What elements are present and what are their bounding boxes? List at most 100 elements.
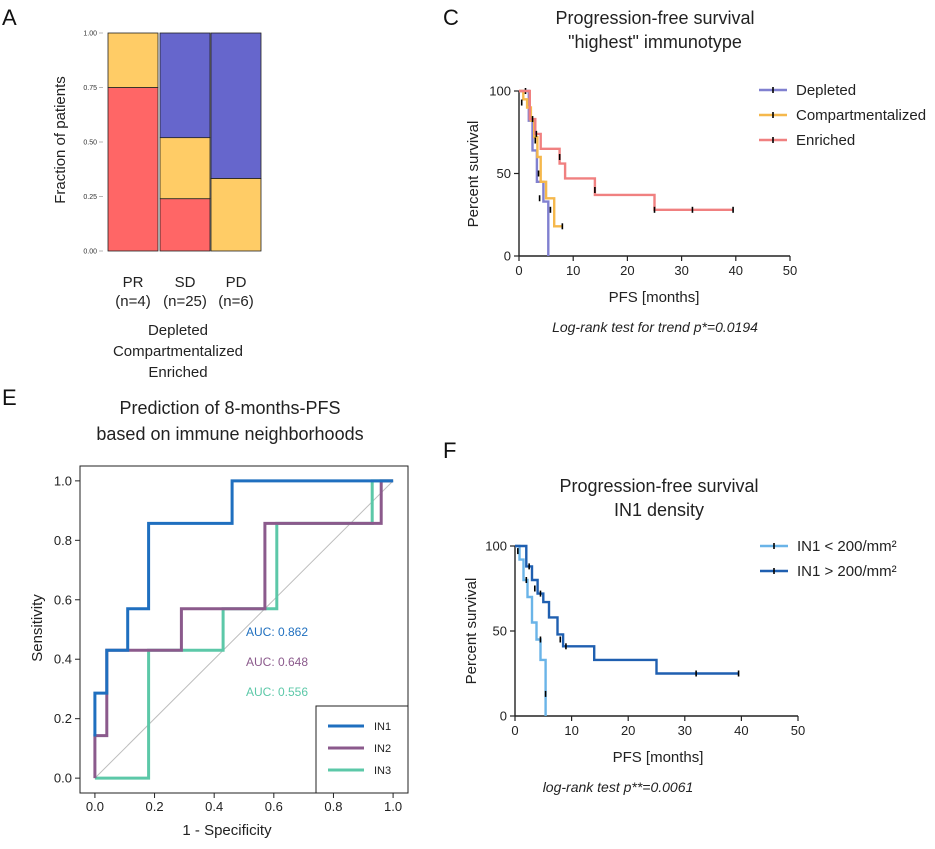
- x-tick-label: 0.4: [205, 799, 223, 814]
- panel-a-bar-segment: [159, 32, 211, 139]
- x-tick-label: 0.2: [146, 799, 164, 814]
- panel-f-curves: [515, 544, 740, 716]
- panel-a-legend-depleted: Depleted: [148, 322, 208, 339]
- legend-label: Enriched: [796, 132, 855, 149]
- panel-a-legend-compartmentalized: Compartmentalized: [113, 343, 243, 360]
- panel-f: F Progression-free survival IN1 density …: [443, 438, 897, 795]
- panel-f-title-line-1: Progression-free survival: [559, 476, 758, 496]
- panel-a-x-labels: PR (n=4) SD (n=25) PD (n=6): [115, 274, 253, 310]
- x-tick-label: 30: [678, 723, 692, 738]
- panel-e-auc-labels: AUC: 0.862 AUC: 0.648 AUC: 0.556: [246, 625, 308, 699]
- panel-c-curves: [519, 88, 734, 256]
- panel-c-title-line-2: "highest" immunotype: [568, 32, 742, 52]
- legend-label: Compartmentalized: [796, 107, 926, 124]
- x-tick-label: 20: [620, 263, 634, 278]
- panel-f-letter: F: [443, 438, 456, 463]
- y-tick-label: 0: [500, 709, 507, 724]
- panel-a-x-n: (n=6): [218, 293, 253, 310]
- y-tick-label: 50: [497, 166, 511, 181]
- panel-f-axes: 0 10 20 30 40 50 0 50 100: [485, 539, 805, 739]
- y-tick-label: 0.2: [54, 711, 72, 726]
- panel-c: C Progression-free survival "highest" im…: [443, 5, 926, 335]
- y-tick-label: 50: [493, 624, 507, 639]
- panel-a-x-label: PR: [123, 274, 144, 291]
- panel-e-axes: 0.0 0.2 0.4 0.6 0.8 1.0 0.0 0.2 0.4 0.6 0.8 1.0: [54, 465, 409, 814]
- panel-a-bar-segment: [159, 137, 211, 200]
- panel-a-bar-segment: [210, 178, 262, 252]
- x-tick-label: 10: [564, 723, 578, 738]
- x-tick-label: 0.0: [86, 799, 104, 814]
- panel-a-y-axis-title: Fraction of patients: [52, 76, 69, 204]
- panel-a-y-ticks: 0.00 0.25 0.50 0.75 1.00: [83, 31, 103, 256]
- x-tick-label: 10: [566, 263, 580, 278]
- y-tick-label: 0.4: [54, 652, 72, 667]
- panel-a-bar-segment: [107, 87, 159, 252]
- panel-a-x-n: (n=25): [163, 293, 207, 310]
- x-tick-label: 50: [791, 723, 805, 738]
- panel-e-y-axis-title: Sensitivity: [29, 594, 46, 662]
- panel-a-y-tick-label: 0.75: [83, 85, 97, 92]
- panel-e-letter: E: [2, 385, 17, 410]
- y-tick-label: 100: [485, 539, 507, 554]
- panel-f-logrank-note: log-rank test p**=0.0061: [543, 779, 694, 795]
- x-tick-label: 40: [729, 263, 743, 278]
- legend-label: IN3: [374, 765, 391, 777]
- roc-curve-in1: [93, 479, 394, 737]
- panel-c-title-line-1: Progression-free survival: [555, 8, 754, 28]
- legend-label: IN1: [374, 721, 391, 733]
- roc-curve-in2: [93, 479, 394, 779]
- panel-e-title-line-2: based on immune neighborhoods: [96, 424, 363, 444]
- x-tick-label: 0.6: [265, 799, 283, 814]
- legend-label: IN2: [374, 743, 391, 755]
- x-tick-label: 50: [783, 263, 797, 278]
- auc-label-in2: AUC: 0.648: [246, 655, 308, 669]
- legend-label: IN1 > 200/mm²: [797, 563, 897, 580]
- panel-e-curves: [93, 479, 394, 780]
- panel-a-bars: [107, 32, 262, 252]
- panel-a-y-tick-label: 0.50: [83, 140, 97, 147]
- panel-e-legend: IN1 IN2 IN3: [315, 705, 409, 794]
- y-tick-label: 0.0: [54, 771, 72, 786]
- panel-a-x-n: (n=4): [115, 293, 150, 310]
- panel-e-x-axis-title: 1 - Specificity: [182, 822, 272, 839]
- panel-a-bar-segment: [159, 198, 211, 252]
- x-tick-label: 1.0: [384, 799, 402, 814]
- panel-f-y-axis-title: Percent survival: [463, 578, 480, 685]
- x-tick-label: 0.8: [324, 799, 342, 814]
- panel-c-letter: C: [443, 5, 459, 30]
- plot-frame: [79, 465, 409, 794]
- panel-c-logrank-note: Log-rank test for trend p*=0.0194: [552, 319, 758, 335]
- panel-c-x-axis-title: PFS [months]: [609, 289, 700, 306]
- panel-c-legend: Depleted Compartmentalized Enriched: [759, 82, 926, 149]
- panel-a-bar-segment: [210, 32, 262, 179]
- y-tick-label: 0.6: [54, 592, 72, 607]
- y-tick-label: 0.8: [54, 533, 72, 548]
- y-tick-label: 1.0: [54, 473, 72, 488]
- panel-c-y-axis-title: Percent survival: [465, 121, 482, 228]
- panel-a-legend-enriched: Enriched: [148, 364, 207, 381]
- auc-label-in1: AUC: 0.862: [246, 625, 308, 639]
- survival-curve-1: [515, 544, 547, 716]
- panel-a-y-tick-label: 0.25: [83, 194, 97, 201]
- legend-label: Depleted: [796, 82, 856, 99]
- panel-f-legend: IN1 < 200/mm² IN1 > 200/mm²: [760, 538, 897, 580]
- survival-curve-2: [515, 544, 739, 675]
- panel-c-axes: 0 10 20 30 40 50 0 50 100: [489, 84, 797, 279]
- panel-f-x-axis-title: PFS [months]: [613, 749, 704, 766]
- x-tick-label: 0: [515, 263, 522, 278]
- panel-a-x-label: PD: [226, 274, 247, 291]
- panel-f-title-line-2: IN1 density: [614, 500, 704, 520]
- auc-label-in3: AUC: 0.556: [246, 685, 308, 699]
- x-tick-label: 20: [621, 723, 635, 738]
- legend-label: IN1 < 200/mm²: [797, 538, 897, 555]
- panel-a-y-tick-label: 1.00: [83, 31, 97, 38]
- panel-a-y-tick-label: 0.00: [83, 249, 97, 256]
- panel-a-x-label: SD: [175, 274, 196, 291]
- panel-a-letter: A: [2, 5, 17, 30]
- survival-curve-1: [519, 89, 550, 256]
- panel-a: A 0.00 0.25 0.50 0.75 1.00 PR (n=4) SD (n=25) PD…: [2, 5, 262, 381]
- y-tick-label: 0: [504, 249, 511, 264]
- x-tick-label: 40: [734, 723, 748, 738]
- panel-e: E Prediction of 8-months-PFS based on im…: [2, 385, 409, 839]
- y-tick-label: 100: [489, 84, 511, 99]
